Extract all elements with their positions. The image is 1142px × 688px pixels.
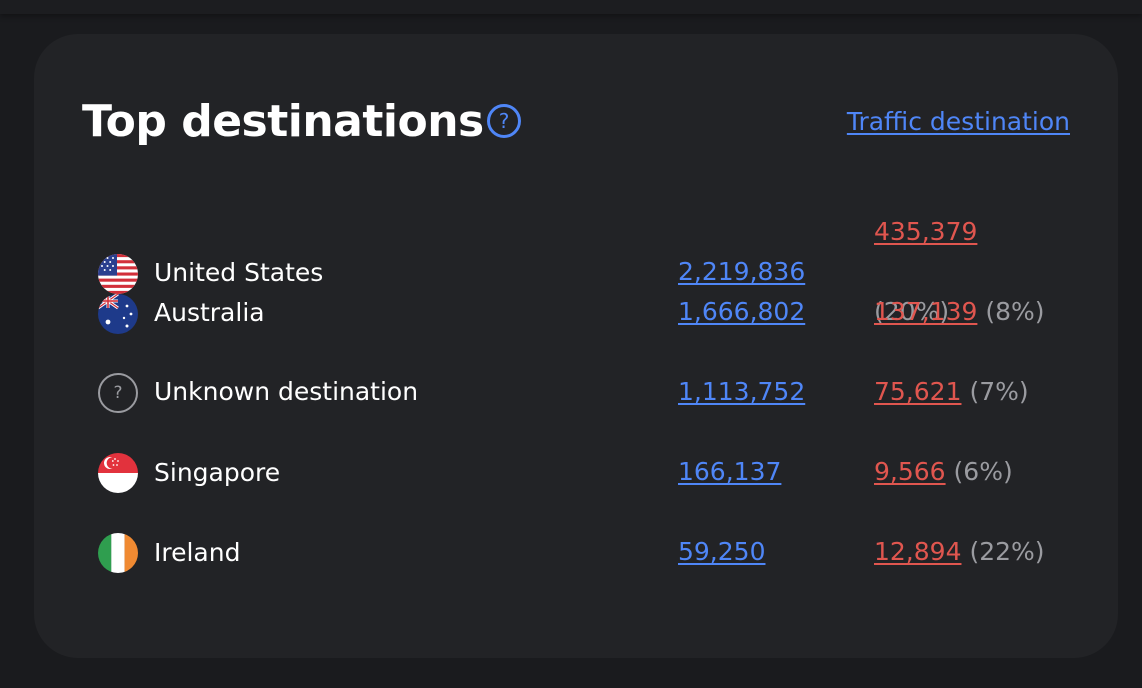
country-name: Singapore [154,458,281,487]
country-name: Australia [154,298,265,327]
unknown-icon: ? [98,373,138,413]
card-title: Top destinations [82,96,484,147]
sub-value[interactable]: 9,566 [874,457,946,486]
sub-percent: (7%) [969,377,1029,406]
total-link[interactable]: 1,113,752 [678,377,806,406]
top-bar [0,0,1142,14]
sub-percent: (22%) [969,537,1045,566]
sub-value-cell: 75,621 (7%) [874,376,1029,408]
top-destinations-card [34,34,1118,658]
country-name: Ireland [154,538,241,567]
total-link[interactable]: 59,250 [678,537,766,566]
sub-value-cell: 12,894 (22%) [874,536,1045,568]
ie-flag-icon [98,533,138,573]
sub-value-cell: 137,139 (8%) [874,296,1045,328]
sub-percent: (8%) [985,297,1045,326]
country-name: Unknown destination [154,377,419,406]
sg-flag-icon [98,453,138,493]
help-icon[interactable]: ? [487,104,521,138]
sub-value[interactable]: 12,894 [874,537,962,566]
sub-percent: (6%) [953,457,1013,486]
sub-percent: (20%) [874,297,950,326]
sub-value[interactable]: 75,621 [874,377,962,406]
sub-value-cell: 9,566 (6%) [874,456,1013,488]
country-name: United States [154,258,324,287]
sub-value-link[interactable]: 435,379 [874,216,977,248]
total-link[interactable]: 2,219,836 [678,257,806,286]
total-link[interactable]: 1,666,802 [678,297,806,326]
au-flag-icon [98,294,138,334]
us-flag-icon [98,254,138,294]
total-link[interactable]: 166,137 [678,457,782,486]
traffic-destination-link[interactable]: Traffic destination [846,107,1070,136]
sub-value[interactable]: 137,139 [874,297,978,326]
sub-value[interactable]: 435,379 [874,217,978,246]
